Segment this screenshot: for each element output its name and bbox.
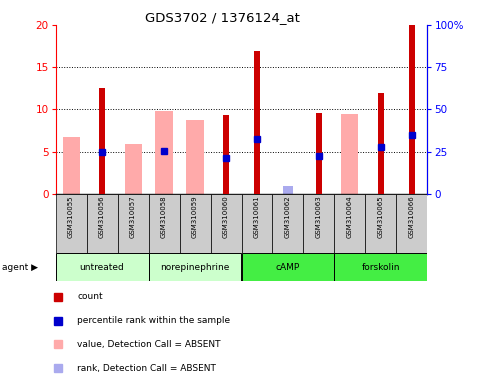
Bar [334,253,427,281]
Text: GSM310059: GSM310059 [192,196,198,238]
Bar [283,186,293,194]
Text: GSM310057: GSM310057 [130,196,136,238]
Bar [117,194,149,253]
Title: GDS3702 / 1376124_at: GDS3702 / 1376124_at [145,11,300,24]
Bar [272,194,303,253]
Bar [409,25,415,194]
Bar [180,194,211,253]
Text: forskolin: forskolin [362,263,400,272]
Bar [254,51,260,194]
Bar [86,194,117,253]
Text: GSM310062: GSM310062 [285,196,291,238]
Text: cAMP: cAMP [276,263,300,272]
Bar [56,194,86,253]
Bar [397,194,427,253]
Text: value, Detection Call = ABSENT: value, Detection Call = ABSENT [77,340,221,349]
Bar [125,144,142,194]
Bar [211,194,242,253]
Bar [316,113,322,194]
Text: norepinephrine: norepinephrine [160,263,230,272]
Text: GSM310060: GSM310060 [223,196,229,238]
Text: count: count [77,292,103,301]
Text: agent ▶: agent ▶ [2,263,39,272]
Text: rank, Detection Call = ABSENT: rank, Detection Call = ABSENT [77,364,216,373]
Text: GSM310063: GSM310063 [316,196,322,238]
Text: GSM310065: GSM310065 [378,196,384,238]
Text: percentile rank within the sample: percentile rank within the sample [77,316,230,325]
Text: untreated: untreated [80,263,125,272]
Bar [366,194,397,253]
Bar [378,93,384,194]
Bar [223,115,229,194]
Text: GSM310061: GSM310061 [254,196,260,238]
Bar [341,114,358,194]
Bar [334,194,366,253]
Text: GSM310055: GSM310055 [68,196,74,238]
Text: GSM310058: GSM310058 [161,196,167,238]
Bar [56,253,149,281]
Bar [149,194,180,253]
Bar [186,119,203,194]
Bar [303,194,334,253]
Bar [99,88,105,194]
Bar [156,111,172,194]
Text: GSM310056: GSM310056 [99,196,105,238]
Bar [242,194,272,253]
Bar [149,253,242,281]
Text: GSM310064: GSM310064 [347,196,353,238]
Bar [62,137,80,194]
Text: GSM310066: GSM310066 [409,196,415,238]
Bar [242,253,334,281]
